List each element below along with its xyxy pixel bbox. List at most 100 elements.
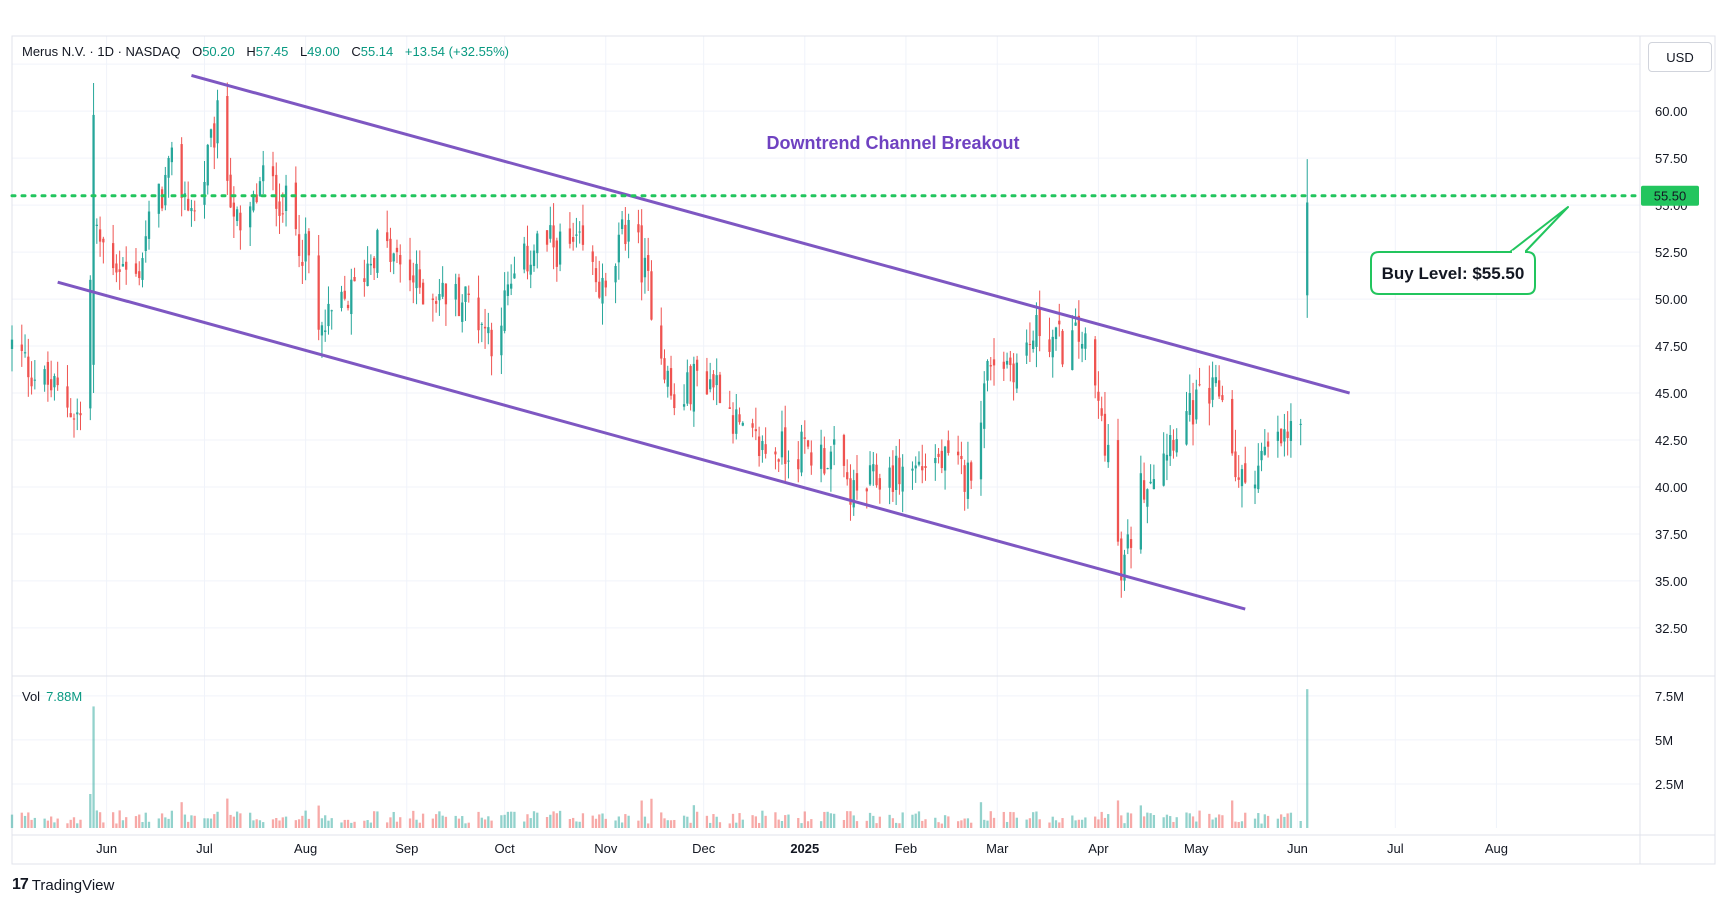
candle-body [914, 465, 917, 469]
candle-body [480, 323, 483, 325]
candle-body [461, 302, 464, 322]
volume-bar [72, 817, 76, 828]
volume-bar [239, 813, 242, 828]
candle-body [1237, 477, 1240, 480]
price-tick-label: 60.00 [1655, 104, 1688, 119]
volume-bar [111, 812, 115, 828]
candle-body [1126, 534, 1129, 549]
candle-body [206, 144, 209, 186]
candle-body [875, 464, 878, 486]
candle-body [1276, 431, 1280, 441]
candle-body [138, 271, 141, 279]
volume-bar [673, 819, 676, 828]
candle-body [1107, 444, 1110, 463]
candle-body [141, 258, 144, 280]
volume-bar [705, 815, 709, 828]
volume-bar [865, 820, 868, 828]
candle-body [33, 379, 36, 381]
candle-body [170, 147, 174, 163]
volume-bar [891, 818, 895, 828]
time-tick-label: Mar [986, 841, 1009, 856]
candle-body [643, 257, 647, 278]
candle-body [408, 259, 412, 281]
candle-body [979, 422, 983, 480]
candle-body [412, 275, 415, 283]
volume-bar [324, 815, 327, 828]
candle-body [193, 210, 196, 212]
candle-body [1005, 360, 1009, 365]
candle-body [1208, 387, 1211, 404]
annotation-lines [10, 74, 1642, 611]
volume-bar [523, 821, 526, 828]
candle-body [660, 325, 663, 359]
time-tick-label: Aug [1485, 841, 1508, 856]
candle-body [1002, 361, 1005, 369]
volume-bar [1208, 813, 1211, 828]
volume-bar [216, 811, 219, 828]
candle-body [898, 457, 901, 485]
candle-body [1152, 479, 1156, 490]
currency-button[interactable]: USD [1648, 42, 1712, 72]
price-tick-label: 37.50 [1655, 527, 1688, 542]
volume-bar [780, 821, 784, 828]
volume-label[interactable]: Vol [22, 689, 41, 704]
candle-body [1244, 463, 1247, 483]
volume-bar [917, 811, 921, 828]
candle-body [72, 418, 76, 420]
volume-bar [1038, 819, 1041, 828]
volume-bar [718, 822, 722, 828]
volume-bar [751, 815, 754, 828]
volume-bar [819, 821, 823, 828]
candle-body [1120, 538, 1123, 581]
candle-body [98, 229, 102, 242]
volume-bar [594, 818, 598, 828]
volume-bar [754, 816, 757, 828]
volume-bar [213, 814, 216, 828]
volume-bar [1146, 812, 1149, 828]
candle-body [578, 231, 581, 233]
volume-bar [842, 819, 846, 828]
candle-body [1266, 441, 1270, 447]
volume-bar [924, 819, 927, 828]
candle-body [669, 368, 673, 396]
volume-bar [160, 813, 164, 828]
candle-body [134, 263, 138, 274]
candle-body [1025, 342, 1028, 356]
volume-bar [1260, 823, 1263, 828]
volume-bar [33, 817, 36, 828]
candle-body [536, 233, 539, 254]
price-tick-label: 47.50 [1655, 339, 1688, 354]
candle-body [157, 183, 160, 214]
candle-body [956, 451, 960, 456]
volume-bar [281, 817, 284, 828]
symbol-name[interactable]: Merus N.V. · 1D · NASDAQ [22, 44, 181, 59]
volume-bar [568, 819, 572, 828]
candle-body [947, 440, 950, 453]
volume-bar [1283, 816, 1286, 828]
candle-body [810, 452, 813, 466]
volume-bar [115, 823, 118, 828]
volume-bar [506, 811, 510, 828]
candle-body [229, 174, 232, 208]
candle-body [477, 297, 480, 331]
volume-bar [731, 813, 735, 828]
volume-bar [1165, 814, 1169, 828]
tradingview-brand[interactable]: 17 TradingView [12, 876, 114, 894]
volume-bar [1175, 817, 1178, 828]
volume-bar [1169, 816, 1172, 828]
candle-body [764, 444, 767, 454]
volume-bar [1266, 815, 1270, 828]
volume-bar [666, 820, 669, 828]
volume-bar [503, 814, 506, 828]
candle-body [1234, 451, 1237, 478]
candle-body [1214, 377, 1218, 384]
candle-body [386, 232, 389, 242]
volume-bar [98, 812, 102, 828]
candle-body [102, 238, 105, 243]
volume-bar [1306, 689, 1309, 828]
volume-bar [1211, 819, 1214, 828]
candle-body [239, 212, 242, 231]
candle-body [1253, 484, 1257, 489]
buy-level-callout-pointer [1509, 206, 1569, 253]
